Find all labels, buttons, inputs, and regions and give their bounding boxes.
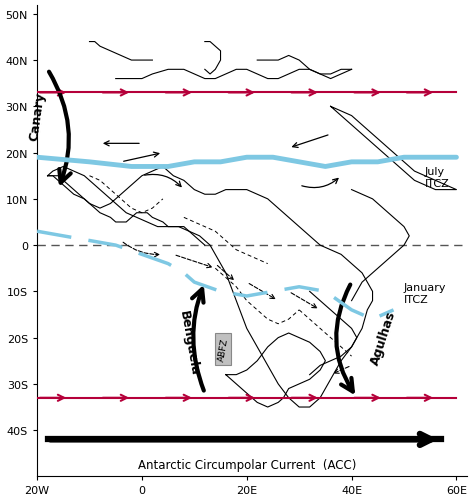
Text: Antarctic Circumpolar Current  (ACC): Antarctic Circumpolar Current (ACC)	[137, 458, 356, 471]
Text: July
ITCZ: July ITCZ	[425, 167, 450, 189]
Text: January
ITCZ: January ITCZ	[404, 283, 447, 304]
Text: Benguela: Benguela	[177, 309, 201, 376]
Text: ABFZ: ABFZ	[217, 337, 229, 362]
FancyBboxPatch shape	[215, 333, 231, 366]
Text: Agulhas: Agulhas	[368, 309, 398, 367]
Text: Canary: Canary	[27, 91, 47, 142]
